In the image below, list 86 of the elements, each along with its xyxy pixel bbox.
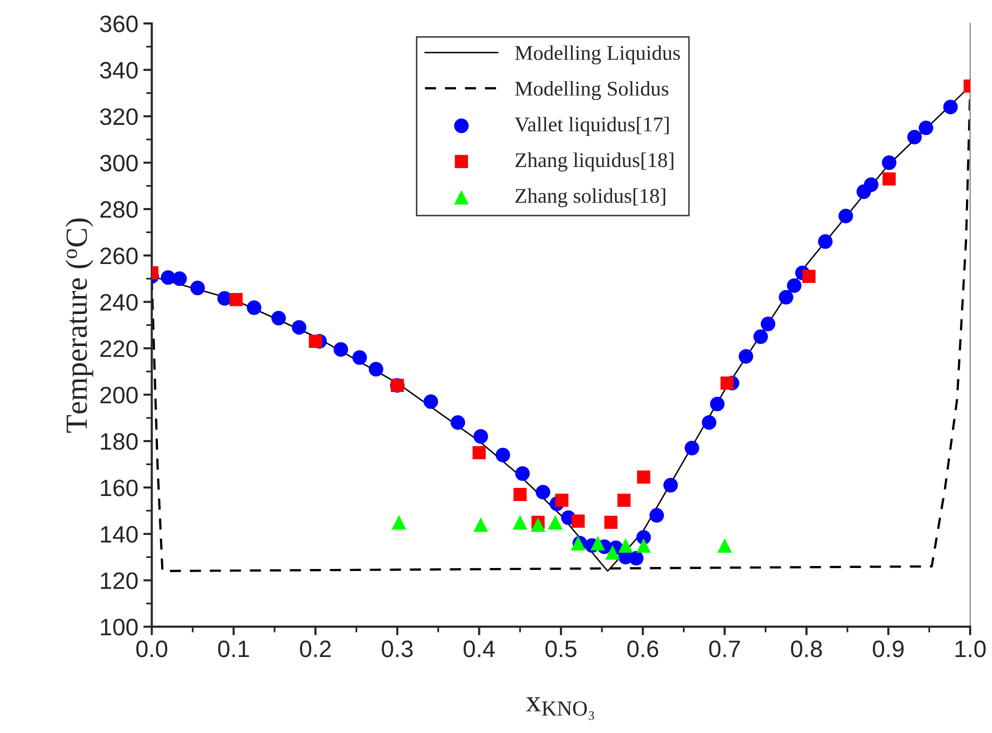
y-tick-label: 340 [100,62,138,79]
point [368,362,384,376]
point [838,208,854,224]
point [907,130,922,144]
point [496,448,510,462]
point [513,488,527,502]
x-axis-title: x$_{KNO₃}$ [526,697,594,720]
point [450,415,466,430]
point [864,177,878,192]
point [473,517,488,532]
point [555,494,568,507]
y-tick-label: 220 [100,340,138,358]
point [530,517,546,532]
point [605,545,620,560]
x-tick-label: 0.5 [545,640,576,658]
x-tick-label: 0.6 [627,640,658,658]
point [637,470,650,484]
x-tick-label: 0.8 [791,640,822,658]
y-tick-label: 320 [100,108,138,126]
legend-label: Zhang liquidus[18] [516,152,674,172]
point [229,292,243,306]
point [292,320,306,335]
point [760,316,776,332]
y-tick-label: 100 [100,618,138,636]
x-tick-label: 0.1 [218,640,249,658]
point [472,446,486,460]
y-tick-label: 300 [100,154,138,172]
legend-label: Modelling Solidus [515,81,668,100]
y-tick-label: 260 [100,248,138,264]
point [536,484,550,500]
point [636,538,651,553]
point [786,278,802,293]
y-axis-title: Temperature ($^{o}$C) [66,218,94,433]
point [882,155,896,170]
point [818,234,833,249]
point [308,334,322,348]
x-tick-label: 0.4 [464,640,495,658]
y-tick-label: 280 [100,201,138,218]
y-tick-label: 140 [100,526,138,543]
point [473,429,488,444]
point [663,478,678,492]
point [190,280,205,296]
y-tick-label: 240 [100,294,138,311]
y-tick-label: 160 [100,480,138,496]
point [352,350,367,365]
y-tick-label: 360 [100,16,138,32]
point [628,550,644,566]
point [918,120,934,136]
point [334,342,348,357]
point [617,494,631,507]
point [515,466,530,481]
point [710,396,725,412]
point [618,538,633,553]
point [572,514,585,528]
x-tick-label: 0.9 [872,640,904,658]
y-tick-label: 180 [100,433,138,450]
x-tick-label: 0.3 [382,640,413,658]
x-tick-label: 0.0 [136,640,168,658]
point [590,536,606,550]
x-tick-label: 0.2 [300,640,331,658]
point [702,415,716,430]
point [649,508,664,523]
point [271,310,286,326]
point [392,515,406,530]
point [943,100,958,114]
point [246,300,262,315]
x-tick-label: 0.7 [709,640,740,658]
x-tick-label: 1.0 [956,640,986,658]
point [720,376,734,390]
point [753,329,768,344]
y-tick-label: 200 [100,386,138,404]
legend-label: Zhang solidus[18] [516,188,666,208]
point [882,172,896,186]
point [512,515,528,530]
point [778,290,794,305]
point [802,270,816,283]
point [172,271,187,286]
point [604,516,618,529]
point [738,349,754,364]
legend-label: Vallet liquidus[17] [514,116,669,136]
point [548,515,563,530]
y-tick-label: 120 [100,572,138,590]
point [424,394,438,409]
point [717,538,732,553]
point [684,440,700,456]
legend-label: Modelling Liquidus [515,45,680,64]
